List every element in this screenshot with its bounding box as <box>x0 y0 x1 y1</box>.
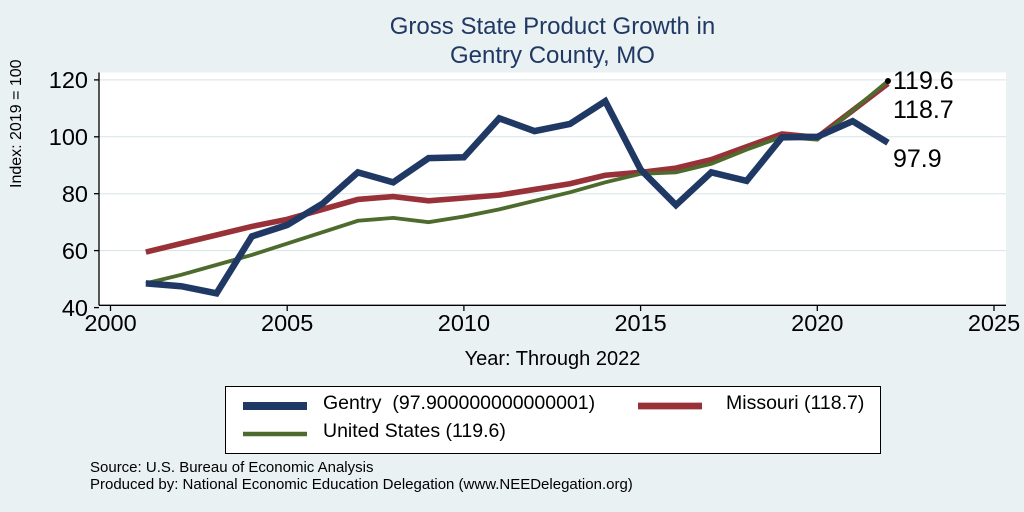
svg-text:97.9: 97.9 <box>893 145 942 173</box>
svg-text:2005: 2005 <box>261 310 313 336</box>
svg-text:2020: 2020 <box>791 310 843 336</box>
svg-text:2015: 2015 <box>614 310 666 336</box>
svg-text:60: 60 <box>62 238 88 264</box>
svg-text:118.7: 118.7 <box>893 96 954 124</box>
svg-text:2010: 2010 <box>438 310 490 336</box>
svg-text:100: 100 <box>49 124 88 150</box>
svg-text:2000: 2000 <box>84 310 136 336</box>
svg-text:119.6: 119.6 <box>893 67 954 95</box>
svg-text:80: 80 <box>62 181 88 207</box>
svg-text:120: 120 <box>49 67 88 93</box>
svg-text:2025: 2025 <box>968 310 1020 336</box>
